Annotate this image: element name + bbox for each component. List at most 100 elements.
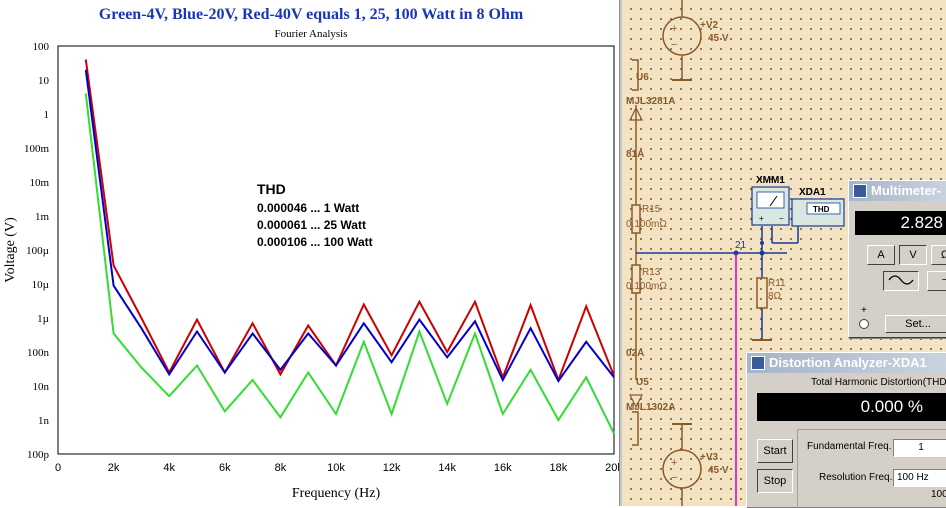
x-axis-label: Frequency (Hz) [292,486,381,501]
fundamental-freq-input[interactable]: 1 [893,439,946,457]
distortion-titlebar[interactable]: Distortion Analyzer-XDA1 [747,353,946,373]
u5-part: MJL1302A [626,402,675,413]
resolution-freq-label: Resolution Freq. [819,472,893,483]
ac-mode-button[interactable] [883,271,919,291]
r11-label: R11 [768,278,786,289]
y-tick-label: 1µ [37,313,49,325]
y-axis-label: Voltage (V) [3,217,18,283]
u6-transistor[interactable] [629,59,643,205]
v3-label: +V3 [700,452,719,463]
partial-value-label: 100 [931,489,946,500]
sine-wave-icon [888,275,914,285]
x-tick-label: 12k [383,462,401,474]
x-tick-label: 20k [605,462,622,474]
thd-heading-label: Total Harmonic Distortion(THD) [811,377,946,388]
dc-mode-button[interactable]: − [927,271,946,291]
y-tick-label: 100n [27,347,50,359]
multimeter-title: Multimeter- [871,183,942,198]
thd-display: 0.000 % [757,393,946,421]
r15-label: R15 [642,204,661,215]
y-tick-label: 1 [44,109,50,121]
thd-heading: THD [257,181,286,197]
multimeter-reading: 2.828 [900,213,943,232]
current-top: 81A [626,149,644,160]
current-bottom: 02A [626,348,644,359]
svg-text:+: + [671,457,677,469]
svg-text:−: − [671,472,677,484]
v3-value: 45 V [708,465,729,476]
y-tick-label: 1n [38,415,50,427]
volt-button[interactable]: V [899,245,927,265]
u5-label: U5 [636,377,649,388]
ohm-button[interactable]: Ω [931,245,946,265]
schematic-drawing: + − +V2 45 V U6 MJL3281A 81A R15 0.100mΩ… [626,0,845,506]
x-tick-label: 16k [494,462,512,474]
resolution-freq-select[interactable]: 100 Hz [893,469,946,487]
chart-subtitle: Fourier Analysis [274,28,347,40]
xmm1-instrument[interactable]: + − [751,186,790,226]
y-tick-label: 10µ [32,279,49,291]
multimeter-plus-terminal[interactable] [859,319,869,329]
start-button[interactable]: Start [757,439,793,463]
v2-label: +V2 [700,20,719,31]
x-tick-label: 14k [438,462,456,474]
settings-group [797,429,946,508]
y-tick-label: 100 [33,41,50,53]
fourier-chart: 0 2k 4k 6k 8k 10k 12k 14k 16k 18k 20k 100p 1n 10n 100n… [3,6,622,501]
plot-area [57,45,615,455]
svg-text:−: − [779,214,784,223]
r13-value: 0.100mΩ [626,281,667,292]
r13-resistor[interactable] [631,264,641,380]
multimeter-settings-button[interactable]: Set... [885,315,946,333]
svg-text:+: + [759,214,764,223]
v3-source[interactable]: + − [662,423,702,506]
thd-line-25-watt: 0.000061 ... 25 Watt [257,218,366,232]
series-line-1 [84,59,615,383]
multimeter-titlebar[interactable]: Multimeter- [849,181,946,201]
svg-text:−: − [671,39,677,51]
y-tick-label: 10 [38,75,50,87]
u5-transistor[interactable] [629,394,643,446]
output-wire[interactable] [636,226,799,340]
thd-line-1-watt: 0.000046 ... 1 Watt [257,201,359,215]
xda1-instrument[interactable] [791,198,845,227]
u6-part: MJL3281A [626,96,675,107]
xda1-label: XDA1 [799,187,826,198]
axis-layer: 0 2k 4k 6k 8k 10k 12k 14k 16k 18k 20k 100p 1n 10n 100n… [24,41,622,474]
thd-reading: 0.000 % [860,397,923,416]
series-line-3 [84,93,615,434]
series-line-2 [84,69,615,383]
multimeter-display: 2.828 [855,211,946,235]
multimeter-plus-terminal-label: + [861,305,867,316]
x-tick-label: 4k [163,462,175,474]
y-tick-label: 100µ [26,245,49,257]
fourier-plot-panel: 0 2k 4k 6k 8k 10k 12k 14k 16k 18k 20k 100p 1n 10n 100n… [3,0,623,506]
distortion-analyzer-window[interactable]: Distortion Analyzer-XDA1 Total Harmonic … [746,352,946,508]
x-tick-label: 6k [219,462,231,474]
v2-value: 45 V [708,33,729,44]
svg-text:+: + [671,23,677,35]
x-tick-label: 8k [275,462,287,474]
y-tick-label: 100p [27,449,50,461]
y-tick-label: 10m [29,177,49,189]
distortion-title: Distortion Analyzer-XDA1 [769,355,927,370]
node-label: 21 [735,240,747,251]
multimeter-window[interactable]: Multimeter- 2.828 A V Ω − + Set... [848,180,946,338]
r11-value: 8Ω [768,291,782,302]
distortion-window-icon [751,356,765,370]
r15-value: 0.100mΩ [626,219,667,230]
x-tick-label: 0 [55,462,61,474]
panel-splitter[interactable] [619,0,623,506]
r11-resistor[interactable] [752,277,772,341]
r13-label: R13 [642,267,661,278]
v2-source[interactable]: + − [662,0,702,81]
chart-title: Green-4V, Blue-20V, Red-40V equals 1, 25… [99,6,524,23]
y-tick-label: 10n [33,381,50,393]
r15-resistor[interactable] [631,204,641,265]
xmm1-label: XMM1 [756,175,785,186]
fundamental-freq-label: Fundamental Freq. [807,441,892,452]
stop-button[interactable]: Stop [757,469,793,493]
y-tick-label: 1m [35,211,50,223]
ampere-button[interactable]: A [867,245,895,265]
xda1-thd-box-label: THD [813,205,830,214]
